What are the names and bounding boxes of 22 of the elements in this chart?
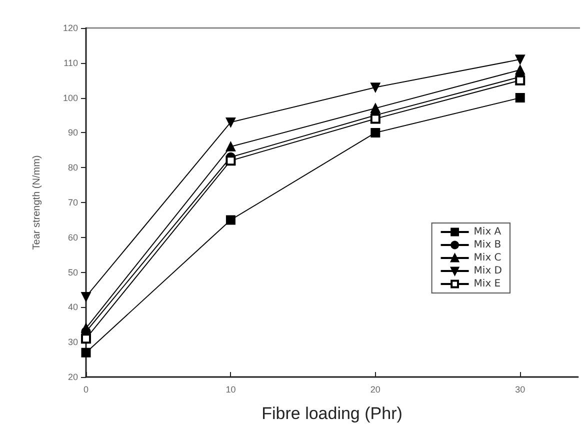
y-tick-label: 120 (62, 23, 78, 33)
y-tick-label: 80 (68, 162, 78, 173)
x-tick-label: 10 (226, 384, 236, 394)
y-tick-label: 30 (68, 337, 78, 348)
y-axis-title: Tear strength (N/mm) (32, 155, 42, 250)
y-tick-label: 90 (68, 128, 78, 138)
y-tick-label: 40 (68, 302, 78, 312)
legend-label: Mix E (474, 278, 501, 290)
x-tick-label: 0 (83, 384, 89, 394)
y-tick-label: 50 (68, 267, 78, 278)
x-axis-title: Fibre loading (Phr) (262, 404, 402, 423)
y-tick-label: 110 (64, 58, 78, 68)
legend-label: Mix C (474, 252, 502, 264)
y-tick-label: 20 (68, 372, 78, 382)
legend-label: Mix B (474, 240, 502, 250)
y-tick-label: 100 (62, 92, 78, 103)
x-tick-label: 20 (370, 384, 380, 394)
legend-label: Mix A (474, 226, 502, 238)
y-tick-label: 60 (68, 232, 78, 242)
x-tick-label: 30 (515, 384, 526, 394)
y-tick-label: 70 (68, 198, 78, 208)
legend-label: Mix D (474, 266, 502, 276)
